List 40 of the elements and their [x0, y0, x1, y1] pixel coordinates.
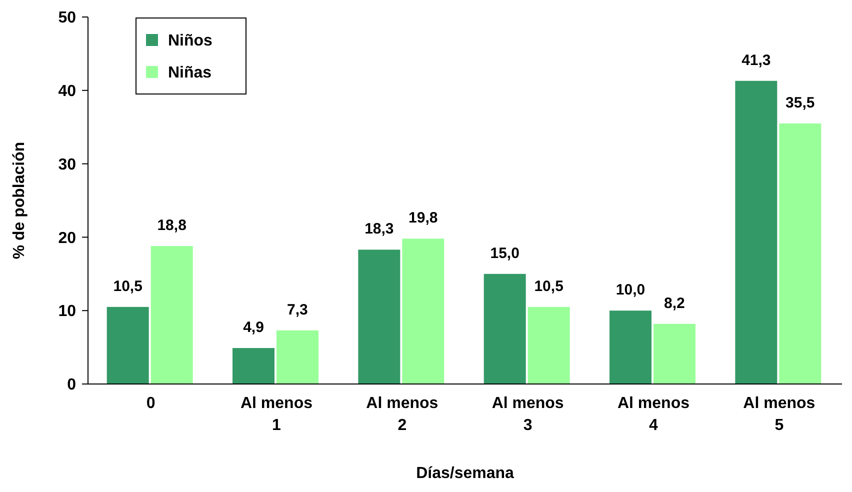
data-label: 8,2 [664, 294, 685, 312]
bar [402, 238, 444, 384]
bar [358, 250, 400, 384]
data-label: 18,3 [364, 220, 394, 238]
legend-label: Niñas [168, 64, 212, 82]
x-axis-title: Días/semana [416, 465, 514, 482]
data-label: 10,5 [534, 278, 564, 295]
data-label: 10,5 [113, 278, 142, 295]
y-tick-label: 20 [58, 230, 76, 247]
bar [735, 80, 778, 384]
x-tick-label: Al menos 4 [617, 395, 690, 434]
x-tick-label: Al menos 1 [240, 395, 313, 434]
data-label: 19,8 [408, 210, 438, 227]
data-label: 7,3 [287, 301, 308, 318]
bar [484, 274, 526, 384]
bar [610, 310, 652, 384]
data-label: 10,0 [616, 282, 646, 299]
x-tick-label: Al menos 5 [743, 395, 816, 434]
bar [276, 330, 318, 384]
x-tick-label: 0 [146, 395, 156, 412]
data-label: 4,9 [243, 319, 264, 336]
x-tick-label: Al menos 3 [492, 395, 564, 434]
y-tick-label: 50 [58, 10, 76, 27]
x-tick-label: Al menos 2 [366, 395, 438, 434]
y-axis-title: % de población [11, 142, 28, 260]
y-tick-label: 40 [58, 83, 76, 100]
y-tick-label: 0 [67, 376, 76, 394]
bar [150, 246, 193, 384]
data-label: 18,8 [157, 217, 186, 234]
bar [779, 123, 822, 384]
data-label: 41,3 [742, 52, 771, 69]
legend-label: Niños [168, 32, 213, 50]
y-tick-label: 10 [58, 303, 76, 320]
bar [654, 324, 696, 384]
bar [106, 306, 149, 384]
bar [528, 306, 570, 384]
data-label: 15,0 [490, 244, 520, 262]
y-tick-label: 30 [58, 156, 76, 174]
data-label: 35,5 [786, 94, 815, 112]
bar [232, 348, 274, 384]
